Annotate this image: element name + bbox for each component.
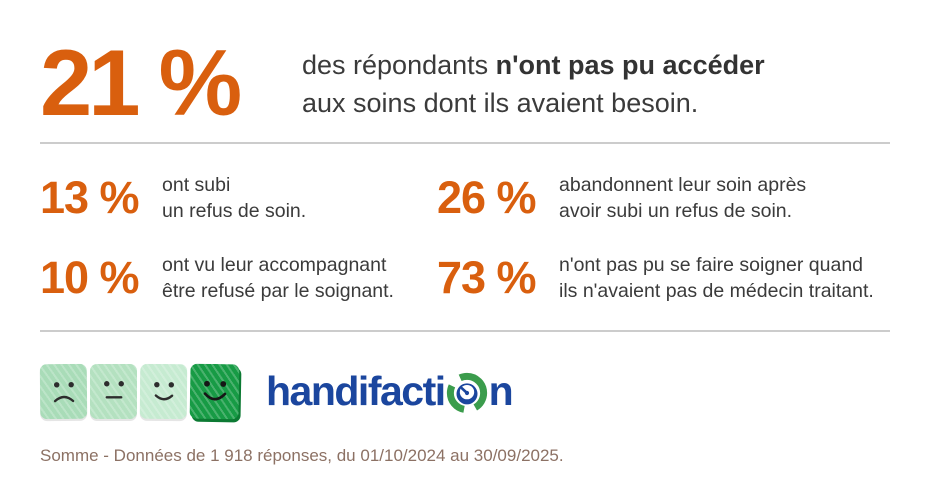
stat-label-line1: ont subi <box>162 174 231 196</box>
stat-value: 73 % <box>437 252 537 303</box>
stat-label-line2: un refus de soin. <box>162 200 307 222</box>
stat-accompagnant-refuse: 10 % ont vu leur accompagnant être refus… <box>40 252 437 304</box>
handifaction-logo: handifacti n <box>39 362 890 420</box>
neutral-face-icon <box>90 363 137 419</box>
big-smile-face-icon <box>189 363 240 419</box>
stats-grid: 13 % ont subi un refus de soin. 26 % aba… <box>40 172 890 304</box>
stat-label-line2: ils n'avaient pas de médecin traitant. <box>559 280 874 302</box>
wordmark-text-before: handifacti <box>266 367 446 414</box>
stat-label-line1: ont vu leur accompagnant <box>162 254 387 276</box>
stat-label-line1: n'ont pas pu se faire soigner quand <box>559 254 864 276</box>
stat-label: n'ont pas pu se faire soigner quand ils … <box>559 252 874 304</box>
stat-value: 13 % <box>40 172 140 223</box>
gauge-icon <box>446 372 487 414</box>
smiley-blocks <box>39 363 240 419</box>
hero-section: 21 % des répondants n'ont pas pu accéder… <box>40 0 890 132</box>
data-source-note: Somme - Données de 1 918 réponses, du 01… <box>40 446 564 465</box>
smile-face-icon <box>139 363 188 419</box>
handifaction-wordmark: handifacti n <box>266 367 514 414</box>
stat-label: abandonnent leur soin après avoir subi u… <box>559 172 806 224</box>
hero-stat-text-bold: n'ont pas pu accéder <box>495 50 765 80</box>
hero-stat-text-normal: des répondants <box>302 50 496 80</box>
hero-stat-line2: aux soins dont ils avaient besoin. <box>302 88 699 118</box>
stat-refus-de-soin: 13 % ont subi un refus de soin. <box>40 172 437 224</box>
hero-stat-text: des répondants n'ont pas pu accéder aux … <box>302 34 765 122</box>
hero-stat-value: 21 % <box>40 30 242 135</box>
top-divider <box>40 142 890 144</box>
sad-face-icon <box>39 363 88 419</box>
stat-label-line2: être refusé par le soignant. <box>162 280 394 302</box>
stat-abandon-soin: 26 % abandonnent leur soin après avoir s… <box>437 172 890 224</box>
bottom-divider <box>40 330 890 332</box>
stat-sans-medecin-traitant: 73 % n'ont pas pu se faire soigner quand… <box>437 252 890 304</box>
stat-label-line2: avoir subi un refus de soin. <box>559 200 793 222</box>
hero-stat-line1: des répondants n'ont pas pu accéder <box>302 46 765 84</box>
stat-value: 10 % <box>40 252 140 303</box>
stat-value: 26 % <box>437 172 537 223</box>
stat-label-line1: abandonnent leur soin après <box>559 174 807 196</box>
stat-label: ont vu leur accompagnant être refusé par… <box>162 252 394 304</box>
stat-label: ont subi un refus de soin. <box>162 172 306 224</box>
wordmark-text-after: n <box>488 367 514 414</box>
